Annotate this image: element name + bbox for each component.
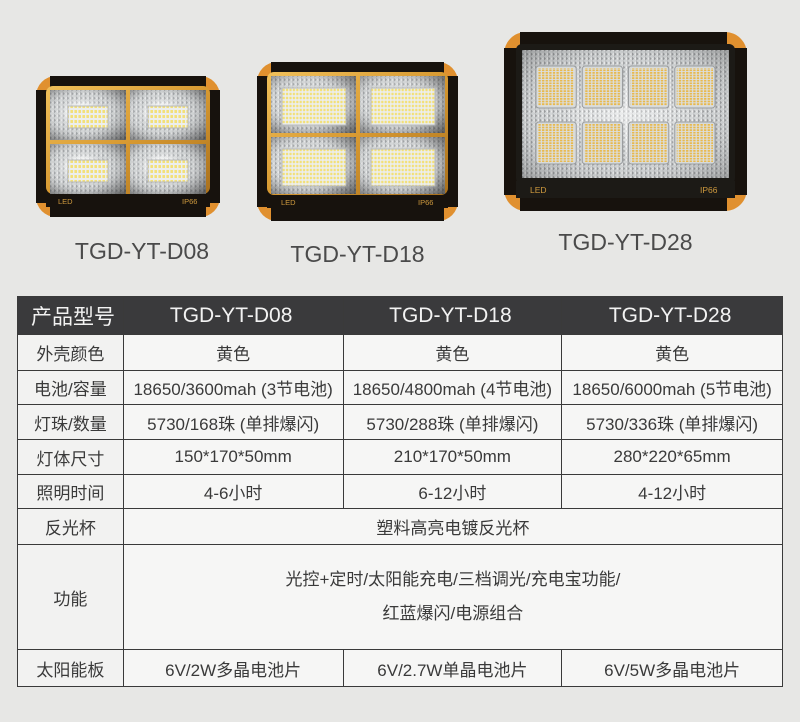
svg-text:LED: LED: [281, 198, 296, 207]
svg-text:IP66: IP66: [418, 198, 433, 207]
svg-text:IP66: IP66: [182, 197, 197, 206]
svg-text:LED: LED: [58, 197, 73, 206]
svg-text:LED: LED: [530, 185, 547, 195]
svg-text:IP66: IP66: [700, 185, 718, 195]
